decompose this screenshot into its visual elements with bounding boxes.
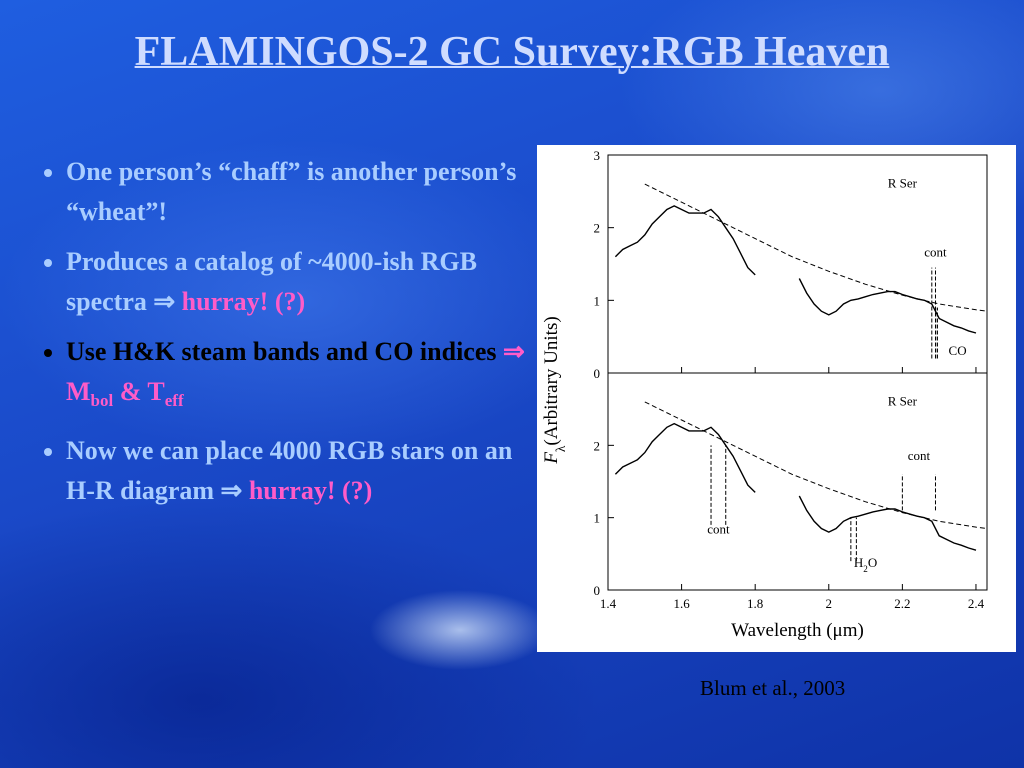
y-axis-label: Fλ(Arbitrary Units) — [541, 316, 568, 464]
x-tick-label: 2.2 — [894, 596, 910, 611]
annotation-part: H — [854, 555, 863, 570]
y-tick-label: 0 — [594, 366, 601, 381]
y-axis-label-part: F — [541, 452, 562, 465]
annotation-part: O — [868, 555, 877, 570]
bullet: Now we can place 4000 RGB stars on an H-… — [66, 431, 536, 511]
bullet: Use H&K steam bands and CO indices ⇒ Mbo… — [66, 332, 536, 421]
bullet-text: Now we can place 4000 RGB stars on an H-… — [66, 436, 513, 506]
annotation: H2O — [854, 555, 877, 574]
annotation: cont — [924, 245, 947, 260]
y-tick-label: 0 — [594, 583, 601, 598]
bullet-text: ⇒ M — [66, 337, 525, 406]
x-tick-label: 1.8 — [747, 596, 763, 611]
annotation: R Ser — [888, 176, 918, 191]
bullet: One person’s “chaff” is another person’s… — [66, 152, 536, 232]
figure: 0 1 2 3 R Ser cont CO 0 1 2 1.4 1.6 1.8 2 2.2 2.4 Wavele… — [537, 145, 1016, 652]
x-axis-label: Wavelength (μm) — [731, 620, 864, 641]
annotation-part: 2 — [863, 564, 868, 574]
spectrum-line — [614, 422, 977, 551]
annotation-part: CO — [949, 343, 967, 358]
x-tick-label: 2.4 — [968, 596, 985, 611]
y-axis-label-part: (Arbitrary Units) — [541, 316, 562, 445]
y-tick-label: 3 — [594, 148, 601, 163]
y-axis-label-part: λ — [553, 445, 568, 452]
annotation: cont — [707, 522, 730, 537]
annotation-part: cont — [924, 245, 947, 260]
y-tick-label: 2 — [594, 438, 601, 453]
annotation: cont — [908, 448, 931, 463]
bullet-text: & T — [113, 377, 165, 406]
annotation: CO — [949, 343, 967, 358]
bullet-text: eff — [164, 391, 184, 411]
annotation-part: cont — [707, 522, 730, 537]
figure-background — [537, 145, 1016, 652]
spectrum-line — [614, 205, 977, 334]
y-tick-label: 1 — [594, 293, 601, 308]
annotation-part: R Ser — [888, 176, 918, 191]
x-tick-label: 1.4 — [600, 596, 617, 611]
continuum-line — [644, 401, 988, 529]
bullet-list: One person’s “chaff” is another person’s… — [30, 152, 536, 521]
bullet-text: One person’s “chaff” is another person’s… — [66, 157, 517, 226]
y-tick-label: 2 — [594, 221, 601, 236]
x-tick-label: 1.6 — [673, 596, 690, 611]
bullet: Produces a catalog of ~4000-ish RGB spec… — [66, 242, 536, 322]
bullet-text: Produces a catalog of ~4000-ish RGB spec… — [66, 247, 477, 316]
bullet-text: bol — [90, 391, 114, 411]
annotation-part: cont — [908, 448, 931, 463]
bullet-text: Use H&K steam bands and CO indices — [66, 337, 503, 366]
annotation: R Ser — [888, 394, 918, 409]
y-tick-label: 1 — [594, 511, 601, 526]
slide-title: FLAMINGOS-2 GC Survey:RGB Heaven — [134, 29, 890, 75]
plot-frame — [607, 372, 988, 591]
annotation-part: R Ser — [888, 394, 918, 409]
continuum-line — [644, 183, 988, 312]
bullet-text: hurray! (?) — [181, 287, 306, 316]
credit: Blum et al., 2003 — [700, 676, 846, 700]
x-tick-label: 2 — [826, 596, 833, 611]
bullet-text: hurray! (?) — [248, 476, 373, 506]
